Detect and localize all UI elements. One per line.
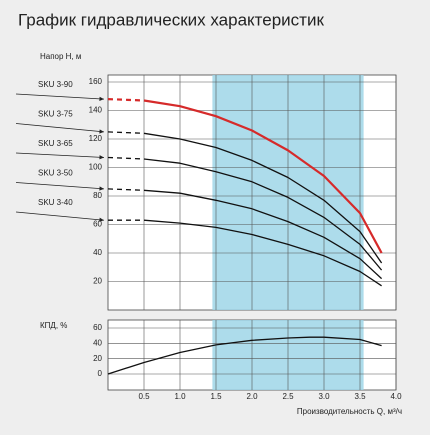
- curve: [107, 156, 145, 160]
- x-tick-label: 3.0: [318, 392, 330, 401]
- series-label: SKU 3-90: [38, 80, 73, 89]
- y-tick-label: 20: [93, 277, 102, 286]
- x-axis-label: Производительность Q, м³/ч: [297, 407, 402, 416]
- curve: [107, 336, 382, 375]
- curve: [107, 131, 145, 134]
- label-arrow: [15, 152, 105, 158]
- x-tick-label: 1.5: [210, 392, 222, 401]
- y-tick-label: 20: [93, 354, 102, 363]
- arrow-head: [99, 155, 104, 160]
- chart-title: График гидравлических характеристик: [18, 10, 324, 29]
- arrow-head: [99, 96, 104, 101]
- x-tick-label: 1.0: [174, 392, 186, 401]
- curve: [107, 188, 145, 191]
- series-label: SKU 3-75: [38, 110, 73, 119]
- arrow-head: [99, 217, 104, 222]
- curve: [143, 99, 383, 254]
- series-label: SKU 3-50: [38, 169, 73, 178]
- x-tick-label: 2.5: [282, 392, 294, 401]
- series-label: SKU 3-65: [38, 139, 73, 148]
- curve: [143, 158, 383, 271]
- curve: [143, 189, 383, 280]
- series-label: SKU 3-40: [38, 198, 73, 207]
- y-axis-label: Напор Н, м: [40, 52, 81, 61]
- y-tick-label: 140: [89, 106, 103, 115]
- label-arrow: [15, 182, 105, 190]
- x-tick-label: 3.5: [354, 392, 366, 401]
- y-tick-label: 40: [93, 338, 102, 347]
- label-arrow: [15, 123, 105, 133]
- arrow-head: [99, 186, 104, 191]
- x-tick-label: 4.0: [390, 392, 402, 401]
- label-arrow: [15, 93, 105, 100]
- label-arrow: [15, 211, 105, 221]
- y-tick-label: 120: [89, 134, 103, 143]
- y-tick-label: 60: [93, 323, 102, 332]
- y-tick-label: 100: [89, 163, 103, 172]
- curve: [107, 98, 145, 102]
- x-tick-label: 0.5: [138, 392, 150, 401]
- y-tick-label: 80: [93, 191, 102, 200]
- y-tick-label: 60: [93, 220, 102, 229]
- curve: [143, 132, 383, 264]
- x-tick-label: 2.0: [246, 392, 258, 401]
- y-tick-label: 160: [89, 77, 103, 86]
- curve: [143, 219, 382, 287]
- y-tick-label: 40: [93, 248, 102, 257]
- arrow-head: [99, 129, 104, 134]
- y-tick-label: 0: [98, 369, 103, 378]
- y-axis-label: КПД, %: [40, 321, 67, 330]
